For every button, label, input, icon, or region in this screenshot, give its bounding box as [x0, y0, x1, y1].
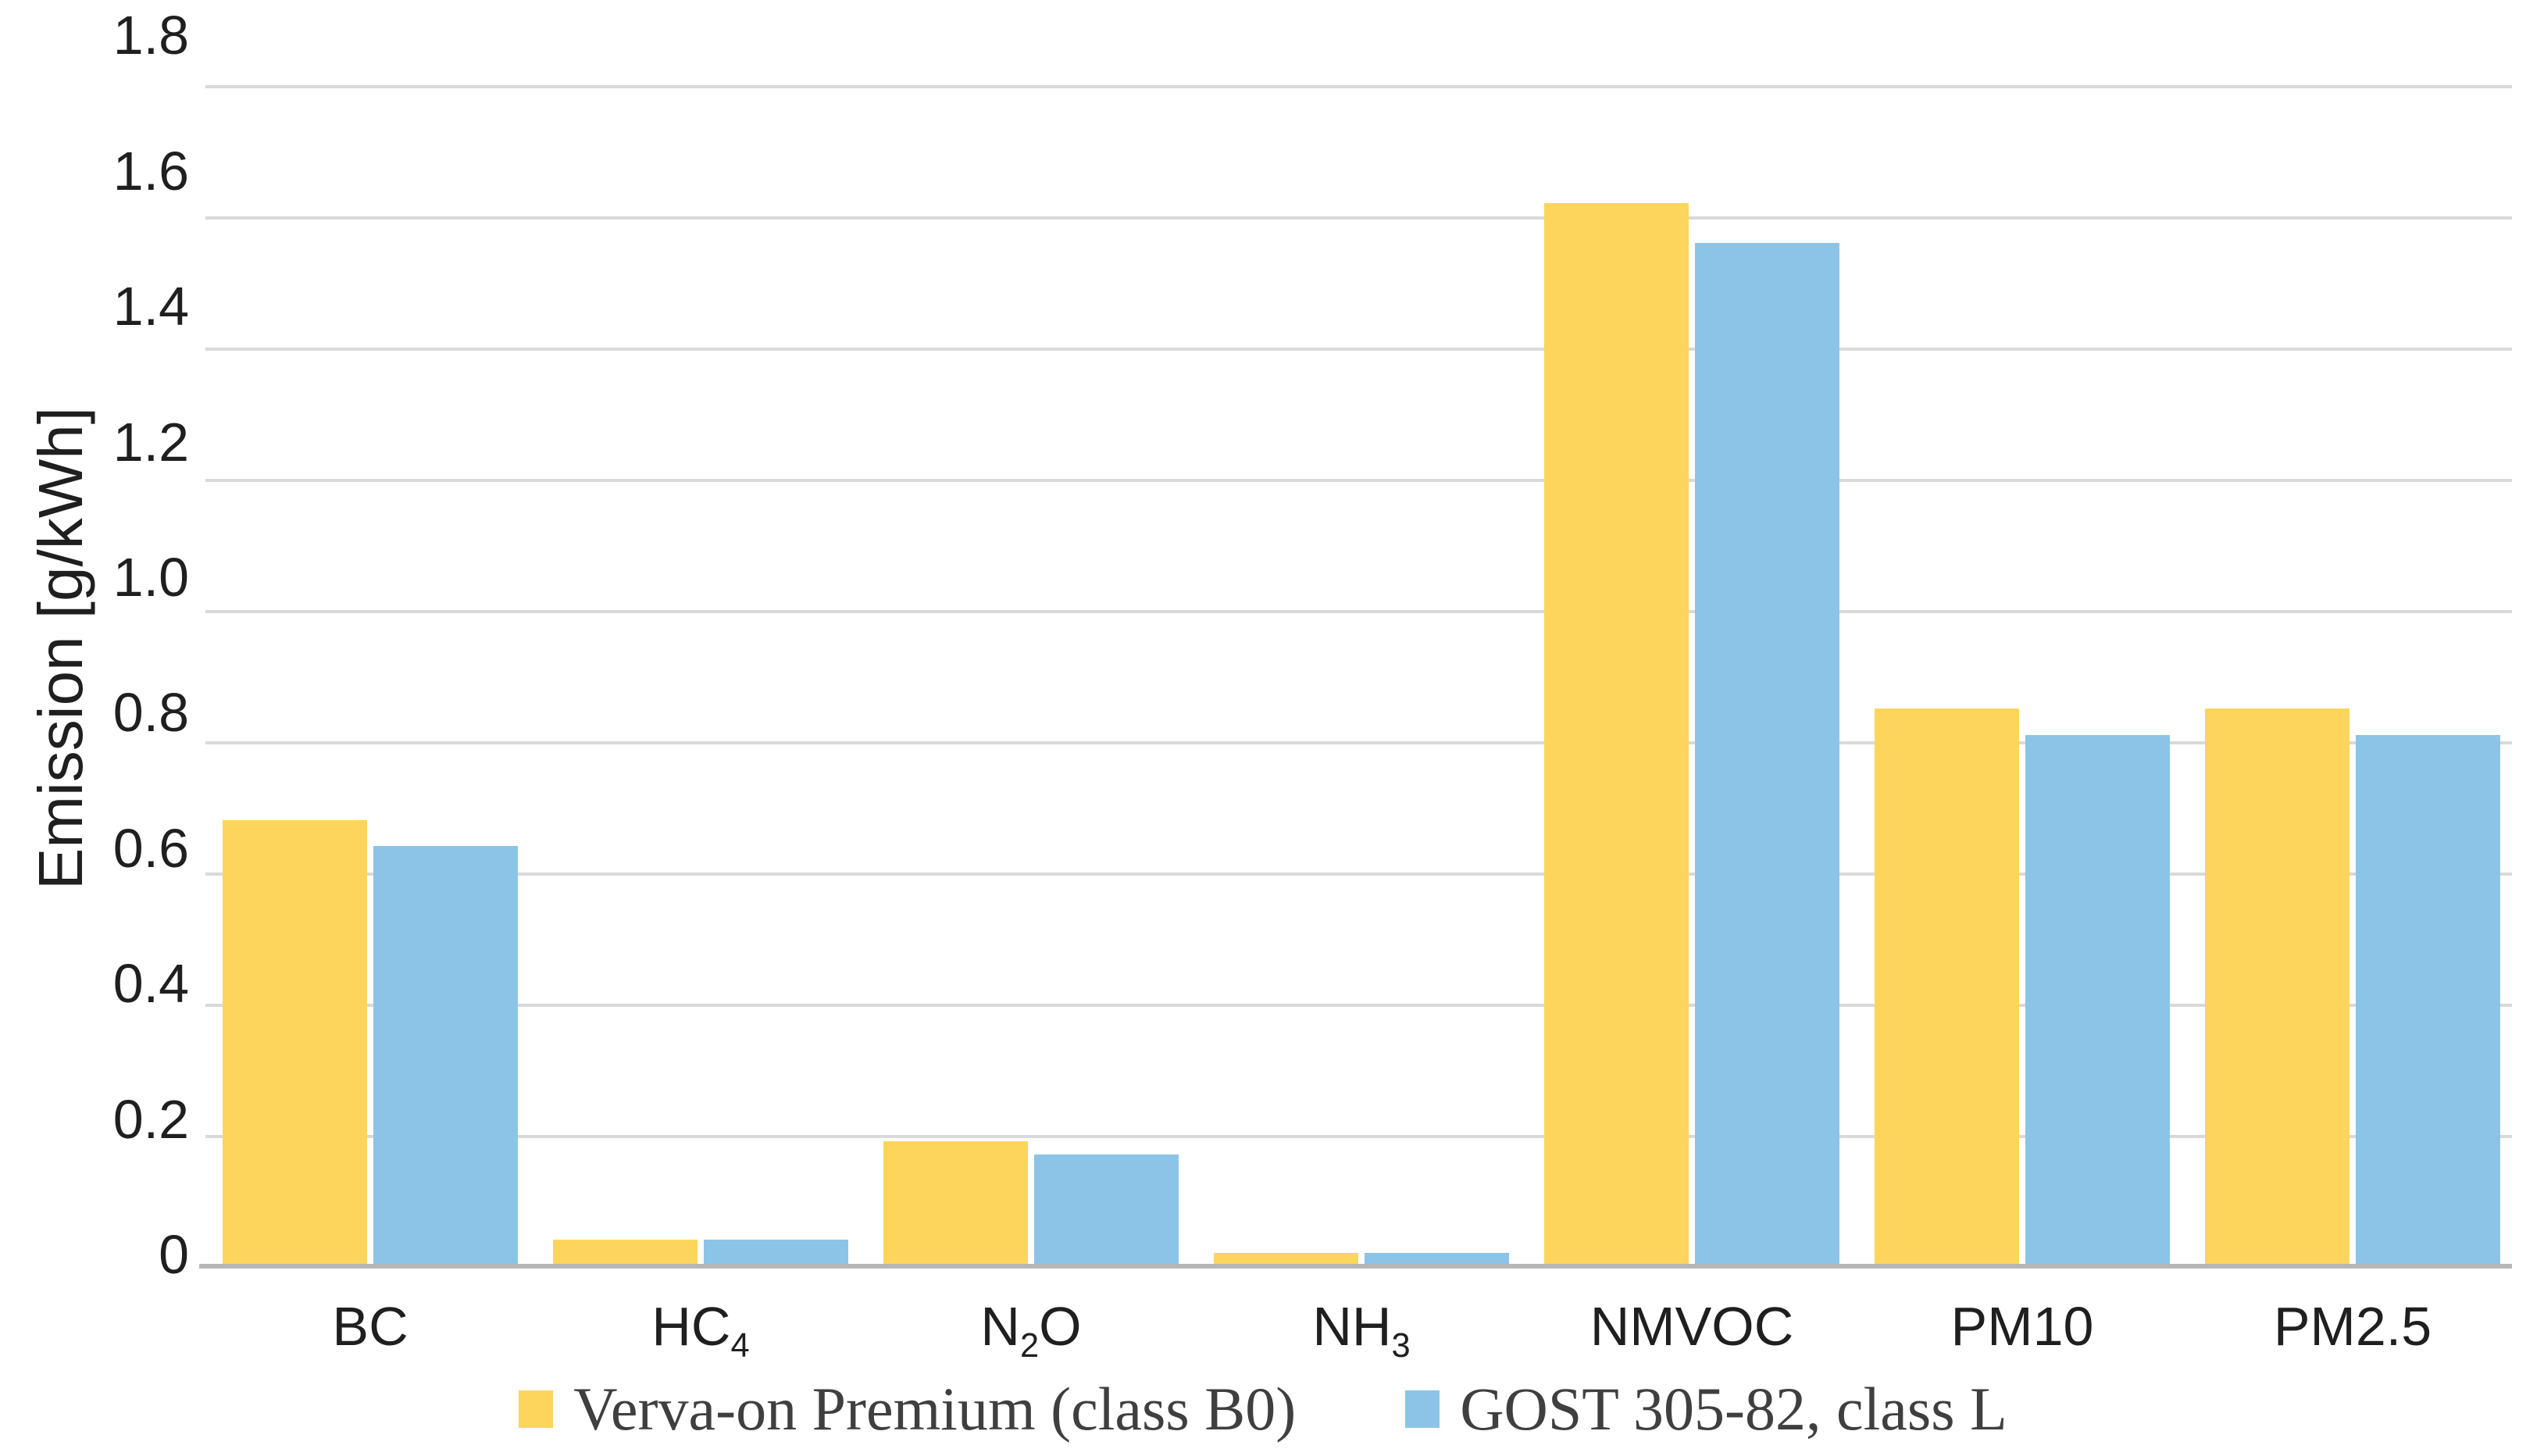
- bar-verva-on-pm2.5: [2205, 708, 2349, 1266]
- legend-item-gost-305-82: GOST 305-82, class L: [1405, 1376, 2007, 1442]
- plot-area: [205, 85, 2512, 1266]
- y-tick-label-1.0: 1.0: [112, 547, 189, 608]
- legend-swatch-yellow: [519, 1390, 554, 1428]
- y-tick-label-1.6: 1.6: [112, 141, 189, 202]
- x-label-pm10: PM10: [1950, 1296, 2094, 1357]
- y-tick-label-0.6: 0.6: [112, 818, 189, 879]
- x-axis-line: [199, 1264, 2512, 1269]
- legend-swatch-blue: [1405, 1390, 1440, 1428]
- legend-label-verva-on-premium: Verva-on Premium (class B0): [573, 1375, 1297, 1443]
- bar-gost-n-o: [1034, 1154, 1179, 1266]
- bar-gost-nh-: [1365, 1253, 1509, 1266]
- x-label-hc-: HC4: [651, 1296, 750, 1365]
- legend: Verva-on Premium (class B0) GOST 305-82,…: [0, 1376, 2526, 1442]
- gridline-0.6: [205, 873, 2512, 876]
- bar-verva-on-hc-: [553, 1240, 698, 1266]
- gridline-0.4: [205, 1004, 2512, 1007]
- x-label-pm2.5: PM2.5: [2273, 1296, 2432, 1357]
- bar-verva-on-n-o: [883, 1141, 1028, 1266]
- gridline-0.8: [205, 741, 2512, 744]
- x-label-n-o: N2O: [980, 1296, 1082, 1365]
- bar-verva-on-nmvoc: [1544, 203, 1689, 1266]
- bar-gost-pm2.5: [2356, 735, 2500, 1266]
- x-label-bc: BC: [332, 1296, 409, 1357]
- bar-verva-on-nh-: [1214, 1253, 1358, 1266]
- y-tick-label-0: 0: [159, 1224, 189, 1285]
- x-label-nh-: NH3: [1312, 1296, 1411, 1365]
- y-tick-label-1.8: 1.8: [112, 5, 189, 66]
- gridline-0.2: [205, 1135, 2512, 1138]
- y-tick-label-0.2: 0.2: [112, 1089, 189, 1150]
- gridline-1.2: [205, 479, 2512, 482]
- bar-gost-pm10: [2025, 735, 2170, 1266]
- y-axis-title: Emission [g/kWh]: [26, 407, 95, 890]
- bar-gost-bc: [373, 846, 518, 1266]
- bar-verva-on-pm10: [1875, 708, 2019, 1266]
- gridline-1.0: [205, 610, 2512, 613]
- x-label-nmvoc: NMVOC: [1589, 1296, 1794, 1357]
- y-tick-label-0.8: 0.8: [112, 682, 189, 743]
- gridline-1.6: [205, 216, 2512, 219]
- legend-label-gost-305-82: GOST 305-82, class L: [1460, 1375, 2007, 1443]
- y-tick-label-1.4: 1.4: [112, 276, 189, 337]
- bar-verva-on-bc: [223, 820, 367, 1266]
- y-tick-label-0.4: 0.4: [112, 953, 189, 1014]
- gridline-1.8: [205, 85, 2512, 88]
- legend-item-verva-on-premium: Verva-on Premium (class B0): [519, 1376, 1296, 1442]
- gridline-1.4: [205, 348, 2512, 351]
- y-tick-label-1.2: 1.2: [112, 412, 189, 473]
- bar-gost-nmvoc: [1695, 243, 1839, 1266]
- bar-gost-hc-: [704, 1240, 848, 1266]
